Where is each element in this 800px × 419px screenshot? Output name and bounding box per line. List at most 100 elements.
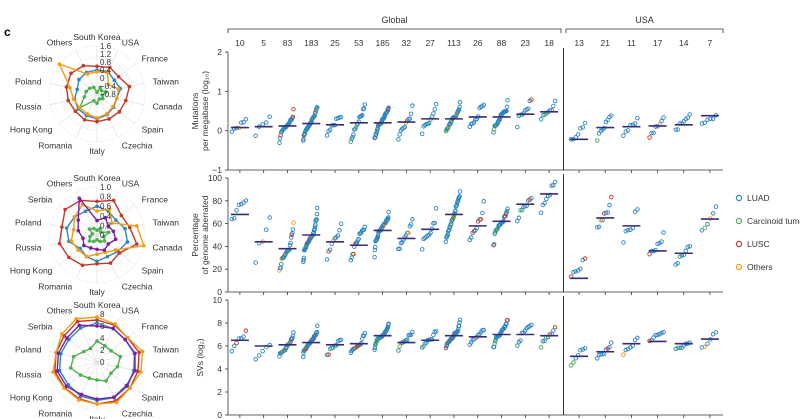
radar-series-point (100, 96, 105, 101)
radar-axis-label: Poland (15, 217, 42, 227)
radar-series-point (95, 378, 99, 382)
radar-series-point (76, 398, 81, 402)
radar-series-point (95, 315, 99, 319)
radar-series-point (88, 346, 93, 351)
data-point (386, 209, 391, 215)
radar-series-point (119, 213, 124, 218)
radar-series-point (60, 225, 64, 229)
radar-tick-label: 0.4 (100, 66, 112, 75)
data-point (260, 348, 265, 354)
data-point (338, 114, 344, 120)
data-point (609, 113, 614, 118)
data-point (457, 189, 463, 194)
radar-series-point (123, 337, 127, 342)
data-point (661, 230, 666, 235)
radar-series-point (109, 348, 113, 353)
data-point (529, 195, 534, 201)
data-point (491, 241, 497, 247)
data-point (687, 243, 693, 249)
data-point (350, 134, 355, 140)
data-point (651, 130, 656, 136)
radar-tick-label: 1.6 (100, 42, 112, 51)
data-point (571, 360, 576, 365)
y-tick-label: −1 (212, 165, 222, 175)
radar-series-point (127, 84, 132, 89)
radar-series-point (95, 262, 99, 266)
radar-axis-label: Taiwan (153, 76, 180, 86)
radar-series-point (95, 70, 99, 74)
data-point (457, 194, 462, 199)
radar-charts: South KoreaUSAFranceTaiwanCanadaSpainCze… (10, 32, 183, 419)
radar-series-point (114, 400, 119, 405)
data-point (338, 221, 344, 226)
radar-series-point (95, 397, 99, 402)
radar-series-point (87, 227, 92, 231)
radar-series-point (98, 230, 103, 234)
radar-axis-label: Romania (38, 281, 72, 291)
data-point (448, 121, 453, 127)
data-point (571, 269, 576, 275)
data-point (481, 199, 487, 204)
data-point (324, 352, 330, 357)
radar-tick-label: 0.4 (100, 212, 112, 221)
radar-series-point (99, 88, 104, 93)
radar-series-point (51, 370, 55, 374)
radar-series-point (77, 196, 82, 201)
data-point (500, 220, 505, 225)
radar-axis-label: Russia (15, 102, 41, 112)
radar-series-point (71, 227, 76, 232)
sample-count: 17 (653, 38, 663, 48)
radar-series-point (116, 87, 121, 91)
data-point (353, 125, 359, 130)
radar-series-point (136, 369, 140, 374)
legend-marker (735, 217, 743, 225)
data-point (551, 103, 556, 109)
data-point (314, 217, 319, 222)
radar-series-point (83, 209, 88, 214)
sample-count: 183 (304, 38, 318, 48)
radar-axis-label: Serbia (28, 53, 53, 63)
data-point (407, 116, 413, 121)
data-point (468, 235, 474, 240)
data-point (348, 139, 354, 144)
radar-axis-label: Czechia (122, 140, 153, 150)
radar-tick-label: 0.6 (100, 202, 112, 211)
radar-series-point (112, 395, 116, 399)
data-point (429, 337, 435, 342)
radar-series-point (88, 234, 92, 239)
data-point (432, 220, 438, 226)
data-point (623, 228, 629, 234)
y-axis-label-line: Mutations (190, 93, 200, 130)
radar-series-point (91, 98, 96, 103)
data-point (699, 345, 705, 350)
data-point (647, 251, 652, 257)
data-point (253, 260, 258, 265)
radar-series-point (84, 254, 89, 259)
y-tick-label: 1 (217, 86, 222, 96)
data-point (291, 220, 296, 225)
radar-series-point (65, 336, 69, 340)
radar-series-point (95, 238, 99, 242)
data-point (538, 210, 544, 216)
radar-axis-label: Canada (153, 102, 183, 112)
radar-series-point (92, 239, 96, 244)
radar-series-point (127, 225, 132, 230)
data-point (326, 352, 331, 357)
data-point (605, 210, 611, 215)
data-point (263, 120, 269, 125)
data-point (290, 114, 296, 120)
data-point (428, 230, 433, 236)
radar-series-point (55, 369, 60, 373)
radar-series-point (67, 255, 71, 260)
data-point (603, 210, 609, 215)
radar-series-point (95, 218, 99, 223)
radar-series-point (137, 350, 141, 355)
data-point (419, 247, 425, 252)
radar-axis-label: Romania (38, 140, 72, 150)
radar-series-point (108, 261, 113, 265)
radar-series-point (107, 207, 112, 211)
radar-spoke (96, 63, 135, 95)
radar-series-point (95, 90, 99, 94)
radar-series-point (95, 101, 99, 106)
